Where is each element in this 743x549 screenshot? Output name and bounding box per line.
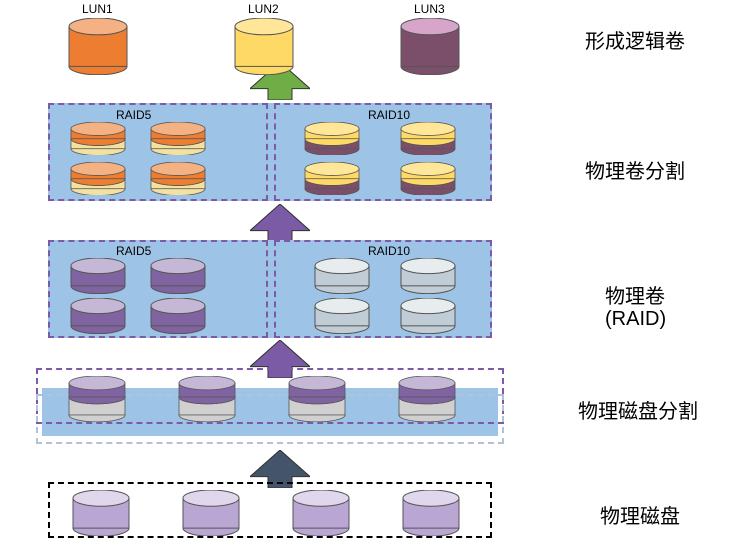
layer-label: 物理卷 (605, 280, 665, 309)
raid10-slice-stack (400, 122, 456, 155)
lun-cylinder (400, 18, 460, 75)
layer-label: 物理卷分割 (585, 155, 685, 184)
disk-partition-stack (288, 376, 346, 422)
raid5-pv-cylinder (70, 258, 126, 294)
raid5-slice-stack (150, 162, 206, 195)
raid10-pv-cylinder (400, 258, 456, 294)
raid10-pv-cylinder (400, 298, 456, 334)
physical-disk-cylinder (72, 490, 130, 536)
raid10-pv-cylinder (314, 258, 370, 294)
raid-label: RAID10 (368, 244, 410, 258)
raid-label: RAID10 (368, 108, 410, 122)
raid5-pv-cylinder (150, 258, 206, 294)
raid5-slice-stack (150, 122, 206, 155)
lun-label: LUN1 (82, 2, 113, 16)
layer-label: (RAID) (605, 308, 666, 331)
raid10-pv-cylinder (314, 298, 370, 334)
raid-label: RAID5 (116, 244, 151, 258)
layer-label: 形成逻辑卷 (585, 25, 685, 54)
raid10-slice-stack (400, 162, 456, 195)
layer-label: 物理磁盘 (600, 500, 680, 529)
lun-cylinder (68, 18, 128, 75)
physical-disk-cylinder (402, 490, 460, 536)
raid10-slice-stack (304, 122, 360, 155)
lun-cylinder (234, 18, 294, 75)
raid-label: RAID5 (116, 108, 151, 122)
up-arrow (250, 204, 310, 242)
raid10-slice-stack (304, 162, 360, 195)
raid5-pv-cylinder (150, 298, 206, 334)
raid5-slice-stack (70, 122, 126, 155)
raid5-pv-cylinder (70, 298, 126, 334)
physical-disk-cylinder (182, 490, 240, 536)
lun-label: LUN3 (414, 2, 445, 16)
disk-partition-stack (398, 376, 456, 422)
layer-label: 物理磁盘分割 (578, 395, 698, 424)
disk-partition-stack (178, 376, 236, 422)
lun-label: LUN2 (248, 2, 279, 16)
raid5-slice-stack (70, 162, 126, 195)
physical-disk-cylinder (292, 490, 350, 536)
disk-partition-stack (68, 376, 126, 422)
